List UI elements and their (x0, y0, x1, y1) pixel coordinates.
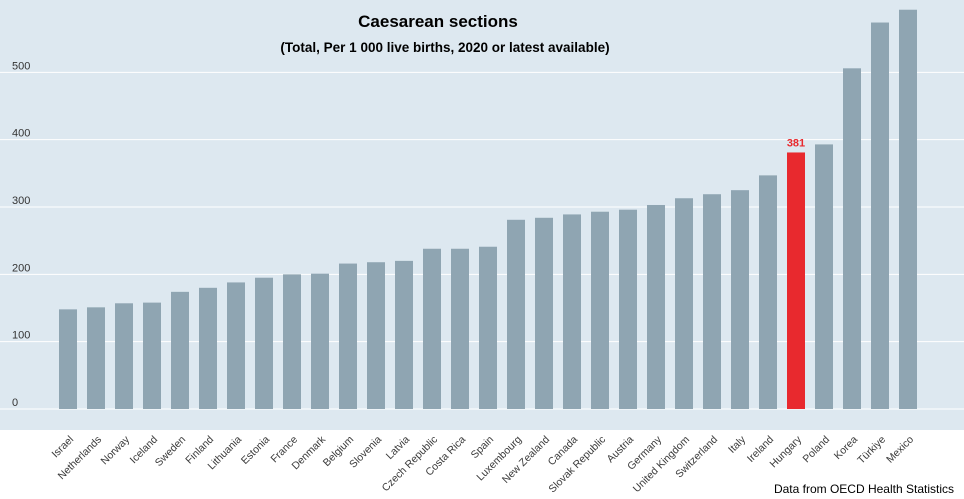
bar-netherlands (87, 307, 105, 409)
x-tick-label: Sweden (153, 434, 188, 469)
bar-israel (59, 309, 77, 409)
chart-subtitle: (Total, Per 1 000 live births, 2020 or l… (280, 40, 609, 55)
bar-spain (479, 246, 497, 409)
bar-ireland (759, 175, 777, 409)
y-axis-ticks: 0 100 200 300 400 500 (12, 60, 30, 409)
y-tick-label: 400 (12, 128, 30, 140)
y-tick-label: 0 (12, 397, 18, 409)
bar-germany (647, 204, 665, 409)
bar-italy (731, 190, 749, 409)
bar-sweden (171, 291, 189, 409)
x-tick-label: Poland (801, 434, 833, 466)
bar-hungary (787, 152, 805, 409)
bar-czech-republic (423, 248, 441, 409)
x-tick-label: Estonia (239, 434, 272, 467)
bar-norway (115, 303, 133, 409)
bar-estonia (255, 277, 273, 409)
bar-united-kingdom (675, 198, 693, 409)
y-tick-label: 500 (12, 60, 30, 72)
bar-iceland (143, 302, 161, 409)
bar-lithuania (227, 282, 245, 409)
y-tick-label: 300 (12, 195, 30, 207)
source-note: Data from OECD Health Statistics (774, 482, 954, 496)
x-tick-label: Norway (98, 433, 132, 467)
bar-canada (563, 214, 581, 409)
bar-finland (199, 287, 217, 409)
bar-luxembourg (507, 219, 525, 409)
x-tick-label: Mexico (884, 434, 916, 466)
bar-costa-rica (451, 248, 469, 409)
x-tick-label: Italy (726, 433, 749, 456)
bar-france (283, 274, 301, 409)
x-tick-label: Türkiye (855, 434, 888, 467)
y-tick-label: 100 (12, 330, 30, 342)
bars (59, 9, 917, 410)
data-labels: 381 (787, 137, 805, 149)
bar-slovak-republic (591, 211, 609, 409)
bar-austria (619, 209, 637, 409)
bar-denmark (311, 273, 329, 409)
bar-mexico (899, 9, 917, 410)
y-tick-label: 200 (12, 262, 30, 274)
bar-latvia (395, 260, 413, 409)
x-tick-label: Hungary (768, 433, 805, 470)
chart-title: Caesarean sections (358, 12, 518, 31)
bar-belgium (339, 263, 357, 409)
bar-t-rkiye (871, 22, 889, 410)
bar-korea (843, 68, 861, 409)
bar-switzerland (703, 194, 721, 409)
bar-poland (815, 144, 833, 409)
bar-slovenia (367, 262, 385, 409)
data-label-hungary: 381 (787, 137, 805, 149)
bar-new-zealand (535, 217, 553, 409)
